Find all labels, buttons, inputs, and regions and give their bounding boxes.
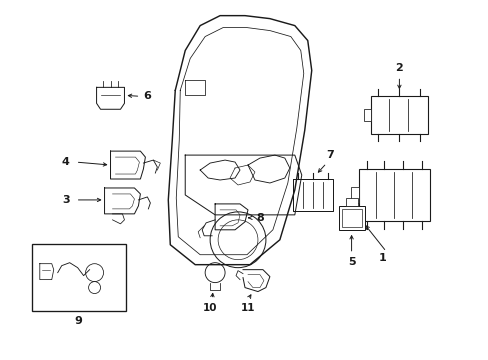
Bar [370,96,427,134]
Text: 7: 7 [325,150,333,160]
Text: 6: 6 [143,91,151,101]
Bar [350,187,358,203]
Text: 3: 3 [62,195,69,205]
Bar [338,206,364,230]
Bar [341,209,361,227]
Text: 5: 5 [347,257,355,267]
Bar [363,109,370,121]
Text: 10: 10 [203,302,217,312]
Text: 8: 8 [256,213,263,223]
Text: 11: 11 [240,302,255,312]
Bar [32,244,126,311]
Text: 9: 9 [75,316,82,327]
Bar [358,169,429,221]
Text: 1: 1 [378,253,386,263]
Text: 2: 2 [395,63,403,73]
Text: 4: 4 [61,157,69,167]
Bar [345,198,357,206]
